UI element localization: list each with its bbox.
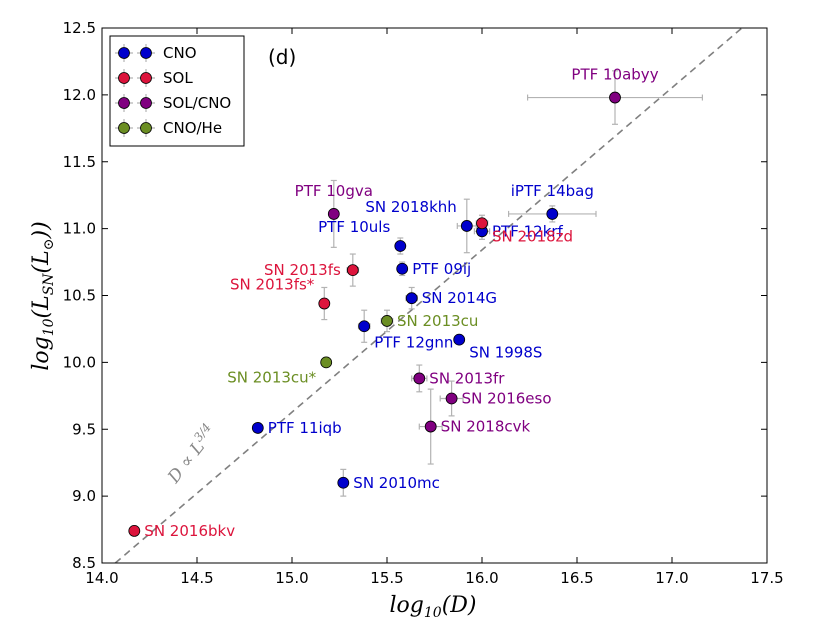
y-tick-label: 9.5: [72, 420, 96, 438]
point-label: SN 2010mc: [353, 474, 440, 492]
y-tick-label: 9.0: [72, 487, 96, 505]
legend-marker: [140, 97, 152, 109]
x-tick-label: 15.5: [370, 569, 403, 587]
legend-label: SOL: [163, 69, 193, 87]
x-tick-label: 16.5: [560, 569, 593, 587]
y-tick-label: 11.0: [63, 220, 96, 238]
legend-marker: [140, 72, 152, 84]
point-label: PTF 11iqb: [268, 419, 342, 437]
data-point: [337, 476, 350, 489]
panel-label: (d): [268, 45, 296, 69]
point-label: SN 2016bkv: [144, 522, 235, 540]
data-point: [251, 422, 264, 434]
x-tick-label: 16.0: [465, 569, 498, 587]
legend-label: SOL/CNO: [163, 94, 231, 112]
x-tick-label: 15.0: [275, 569, 308, 587]
point-label: SN 2018cvk: [441, 418, 531, 436]
point-label: SN 2016eso: [462, 389, 552, 407]
legend-marker: [118, 97, 130, 109]
data-point: [394, 240, 407, 252]
data-point: [546, 208, 559, 220]
data-point: [609, 91, 621, 104]
point-label: SN 2014G: [422, 289, 497, 307]
point-label: SN 2013cu: [397, 312, 478, 330]
point-label: SN 2013fs: [264, 261, 341, 279]
legend-marker: [118, 47, 130, 59]
legend-label: CNO: [163, 44, 197, 62]
x-tick-label: 17.5: [750, 569, 783, 587]
y-tick-label: 10.5: [63, 287, 96, 305]
point-label: SN 2013fr: [429, 369, 505, 387]
data-point: [413, 372, 426, 385]
legend-marker: [140, 47, 152, 59]
data-point: [445, 392, 458, 405]
point-label: iPTF 14bag: [511, 182, 594, 200]
y-tick-label: 12.5: [63, 19, 96, 37]
y-tick-label: 8.5: [72, 554, 96, 572]
point-label: SN 2018zd: [492, 227, 573, 245]
data-point: [318, 297, 331, 310]
point-label: PTF 09ij: [412, 260, 471, 278]
fit-line: [114, 28, 744, 563]
data-point: [320, 356, 333, 369]
legend-item: SOL/CNO: [115, 94, 231, 112]
point-label: SN 1998S: [469, 344, 542, 362]
point-label: PTF 12gnn: [374, 333, 453, 351]
legend-label: CNO/He: [163, 119, 222, 137]
data-point: [381, 315, 393, 327]
legend-marker: [140, 122, 152, 134]
point-label: SN 2018khh: [365, 198, 456, 216]
x-tick-label: 14.0: [85, 569, 118, 587]
y-tick-label: 10.0: [63, 353, 96, 371]
point-label: SN 2013cu*: [227, 368, 316, 386]
legend: CNO SOL SOL/CNO CNO/He: [109, 35, 245, 147]
point-label: PTF 10abyy: [571, 66, 658, 84]
x-tick-label: 17.0: [655, 569, 688, 587]
data-point: [396, 262, 409, 275]
point-label: PTF 10uls: [318, 218, 390, 236]
data-point: [327, 208, 340, 220]
legend-marker: [118, 122, 130, 134]
data-point: [358, 320, 371, 333]
point-label: PTF 10gva: [295, 182, 373, 200]
legend-item: CNO: [115, 44, 197, 62]
data-point: [128, 525, 141, 537]
point-label: PTF 12krf: [492, 222, 564, 240]
data-point: [476, 217, 488, 230]
legend-item: SOL: [115, 69, 193, 87]
point-label: SN 2013fs*: [230, 276, 315, 294]
y-tick-label: 12.0: [63, 86, 96, 104]
legend-marker: [118, 72, 130, 84]
x-tick-label: 14.5: [180, 569, 213, 587]
data-point: [405, 292, 418, 305]
y-tick-label: 11.5: [63, 153, 96, 171]
data-point: [424, 420, 437, 433]
data-point: [460, 220, 473, 232]
data-point: [346, 264, 359, 276]
legend-item: CNO/He: [115, 119, 222, 137]
data-point: [453, 333, 466, 346]
